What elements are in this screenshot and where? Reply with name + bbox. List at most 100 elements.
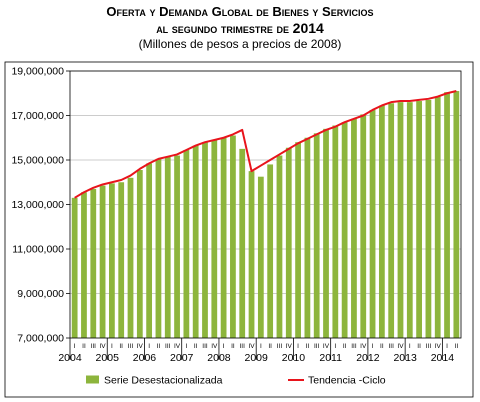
bar xyxy=(416,101,422,338)
y-tick-label: 9,000,000 xyxy=(17,288,64,300)
x-tick-label-quarter: II xyxy=(231,343,235,350)
bar xyxy=(220,137,227,338)
bar xyxy=(276,155,283,338)
bar xyxy=(295,142,301,338)
x-tick-label-quarter: III xyxy=(314,343,320,350)
bar xyxy=(248,171,255,338)
bar xyxy=(183,149,190,338)
bar xyxy=(211,139,218,338)
x-tick-label-year: 2014 xyxy=(431,352,455,364)
x-tick-label-quarter: II xyxy=(455,343,459,350)
x-tick-label-quarter: II xyxy=(343,343,347,350)
x-tick-label-quarter: IV xyxy=(137,343,144,350)
x-tick-label-year: 2006 xyxy=(133,352,157,364)
bar xyxy=(351,118,357,339)
legend-swatch-bars xyxy=(86,375,99,384)
x-tick-label-quarter: III xyxy=(128,343,134,350)
legend-label-bars: Serie Desestacionalizada xyxy=(104,375,223,387)
chart-title-prefix: al segundo trimestre de xyxy=(156,21,290,36)
bar xyxy=(230,135,236,338)
chart-title-line2: al segundo trimestre de 2014 xyxy=(0,20,480,37)
x-tick-label-quarter: I xyxy=(74,343,76,350)
chart-title-year: 2014 xyxy=(292,20,324,36)
bar xyxy=(444,92,450,338)
bar xyxy=(285,147,292,338)
chart-subtitle: (Millones de pesos a precios de 2008) xyxy=(138,37,342,51)
y-tick-label: 11,000,000 xyxy=(12,244,64,256)
x-tick-label-year: 2011 xyxy=(319,352,342,364)
x-tick-label-quarter: III xyxy=(91,343,97,350)
bar xyxy=(406,102,413,339)
y-tick-label: 7,000,000 xyxy=(17,333,64,345)
x-tick-label-year: 2012 xyxy=(356,352,380,364)
x-tick-label-year: 2005 xyxy=(96,352,120,364)
x-tick-label-quarter: I xyxy=(111,343,113,350)
x-tick-label-year: 2004 xyxy=(58,352,82,364)
x-axis: I II III IV I II III IV I II III IV I II III IV I II III IV… xyxy=(58,338,458,364)
x-tick-label-quarter: I xyxy=(260,343,262,350)
x-tick-label-quarter: I xyxy=(148,343,150,350)
bar xyxy=(99,185,106,338)
x-tick-label-quarter: II xyxy=(82,343,86,350)
bar xyxy=(313,133,320,338)
trend-series xyxy=(74,90,457,199)
x-tick-label-quarter: II xyxy=(306,343,310,350)
trend-line xyxy=(74,90,457,199)
y-tick-label: 13,000,000 xyxy=(11,199,64,211)
bar xyxy=(192,145,199,338)
bar xyxy=(378,105,385,338)
bar xyxy=(127,177,134,338)
chart-title-block: Oferta y Demanda Global de Bienes y Serv… xyxy=(0,4,480,52)
x-tick-label-quarter: I xyxy=(334,343,336,350)
x-tick-label-quarter: IV xyxy=(435,343,442,350)
bar xyxy=(146,163,153,338)
bar xyxy=(267,164,274,338)
bar xyxy=(360,114,367,338)
bar xyxy=(388,103,395,338)
bar xyxy=(202,142,208,338)
x-tick-label-quarter: I xyxy=(372,343,374,350)
y-tick-label: 15,000,000 xyxy=(11,155,64,167)
x-tick-label-quarter: III xyxy=(240,343,246,350)
y-tick-label: 17,000,000 xyxy=(11,110,64,122)
x-tick-label-quarter: II xyxy=(380,343,384,350)
bar xyxy=(304,137,311,338)
x-tick-label-quarter: III xyxy=(202,343,208,350)
chart-title: Oferta y Demanda Global de Bienes y Serv… xyxy=(106,4,374,19)
x-tick-label-year: 2009 xyxy=(245,352,269,364)
bar xyxy=(397,102,404,339)
bar xyxy=(257,176,264,338)
x-tick-label-quarter: II xyxy=(119,343,123,350)
bar xyxy=(109,183,115,338)
bar xyxy=(369,109,376,338)
bar xyxy=(323,128,329,338)
bar xyxy=(136,170,143,338)
x-tick-label-quarter: II xyxy=(157,343,161,350)
y-axis: 7,000,000 9,000,000 11,000,000 13,000,000 15… xyxy=(11,66,70,345)
x-tick-label-quarter: IV xyxy=(211,343,218,350)
bar xyxy=(239,148,246,338)
x-tick-label-quarter: III xyxy=(277,343,283,350)
bar xyxy=(332,125,339,338)
x-tick-label-quarter: IV xyxy=(360,343,367,350)
x-tick-label-quarter: IV xyxy=(397,343,404,350)
bar xyxy=(434,96,441,339)
bar-series xyxy=(71,91,460,339)
bar xyxy=(71,197,78,338)
bar xyxy=(155,158,162,338)
x-tick-label-quarter: III xyxy=(165,343,171,350)
x-tick-label-year: 2007 xyxy=(170,352,194,364)
plot-area-border xyxy=(69,70,462,339)
x-tick-label-year: 2008 xyxy=(207,352,231,364)
x-tick-label-quarter: II xyxy=(417,343,421,350)
x-tick-label-quarter: I xyxy=(446,343,448,350)
x-tick-label-quarter: IV xyxy=(286,343,293,350)
x-tick-label-quarter: IV xyxy=(174,343,181,350)
x-tick-label-quarter: III xyxy=(426,343,432,350)
x-tick-label-quarter: I xyxy=(409,343,411,350)
x-tick-label-quarter: III xyxy=(388,343,394,350)
x-tick-label-quarter: I xyxy=(223,343,225,350)
x-tick-label-quarter: IV xyxy=(248,343,255,350)
x-tick-label-quarter: I xyxy=(185,343,187,350)
